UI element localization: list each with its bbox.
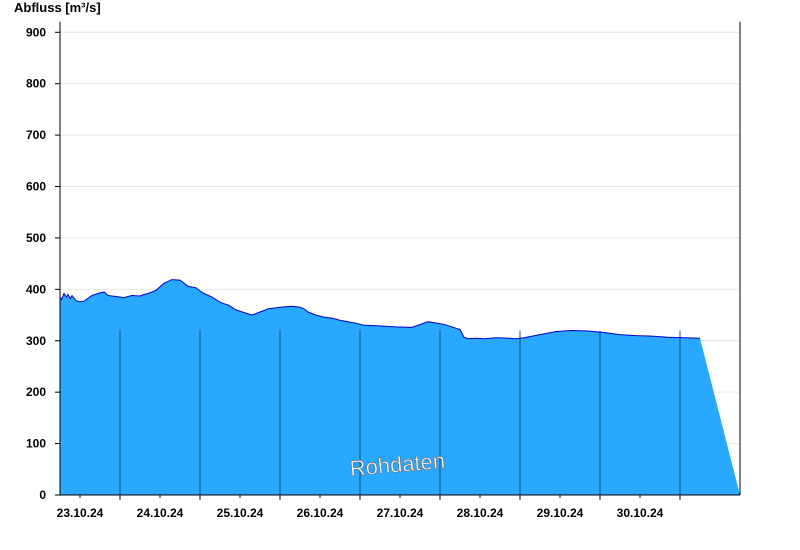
y-tick-label: 100 <box>26 437 46 451</box>
x-tick-label: 29.10.24 <box>537 506 584 520</box>
y-ticks: 0 100 200 300 400 500 600 700 800 900 <box>26 25 60 502</box>
y-tick-label: 300 <box>26 334 46 348</box>
discharge-line <box>59 279 701 340</box>
y-tick-label: 600 <box>26 180 46 194</box>
y-tick-label: 900 <box>26 25 46 39</box>
x-tick-label: 26.10.24 <box>297 506 344 520</box>
x-tick-label: 30.10.24 <box>617 506 664 520</box>
y-tick-label: 400 <box>26 282 46 296</box>
y-tick-label: 200 <box>26 385 46 399</box>
y-tick-label: 700 <box>26 128 46 142</box>
x-tick-label: 28.10.24 <box>457 506 504 520</box>
x-ticks: 23.10.24 24.10.24 25.10.24 26.10.24 27.10.24… <box>57 495 681 520</box>
day-dividers <box>119 330 681 495</box>
x-tick-label: 27.10.24 <box>377 506 424 520</box>
y-axis-title: Abfluss [m³/s] <box>14 0 101 15</box>
x-tick-label: 23.10.24 <box>57 506 104 520</box>
y-tick-label: 500 <box>26 231 46 245</box>
x-tick-label: 24.10.24 <box>137 506 184 520</box>
y-tick-label: 800 <box>26 77 46 91</box>
discharge-area <box>60 279 740 495</box>
y-tick-label: 0 <box>39 488 46 502</box>
x-tick-label: 25.10.24 <box>217 506 264 520</box>
